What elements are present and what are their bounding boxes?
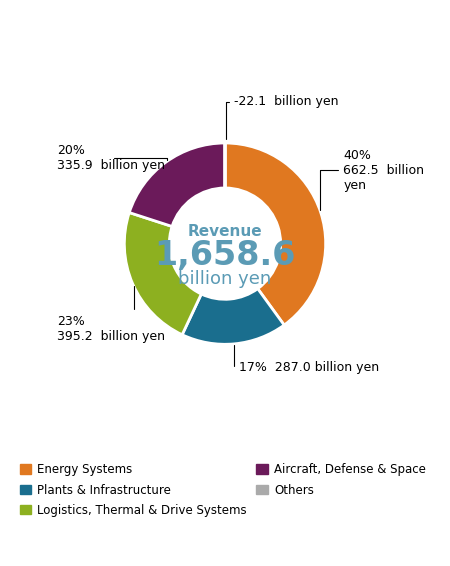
Text: 40%
662.5  billion
yen: 40% 662.5 billion yen [320, 149, 424, 210]
Text: -22.1  billion yen: -22.1 billion yen [226, 95, 339, 139]
Legend: Energy Systems, Plants & Infrastructure, Logistics, Thermal & Drive Systems, Air: Energy Systems, Plants & Infrastructure,… [15, 458, 431, 521]
Text: 17%  287.0 billion yen: 17% 287.0 billion yen [234, 345, 379, 375]
Text: Revenue: Revenue [188, 224, 262, 239]
Wedge shape [124, 213, 201, 335]
Text: 23%
395.2  billion yen: 23% 395.2 billion yen [57, 286, 165, 343]
Text: 20%
335.9  billion yen: 20% 335.9 billion yen [57, 144, 166, 173]
Text: 1,658.6: 1,658.6 [154, 239, 296, 272]
Wedge shape [129, 143, 225, 226]
Wedge shape [182, 289, 284, 344]
Text: billion yen: billion yen [178, 270, 272, 288]
Wedge shape [225, 143, 326, 325]
Circle shape [169, 188, 281, 299]
